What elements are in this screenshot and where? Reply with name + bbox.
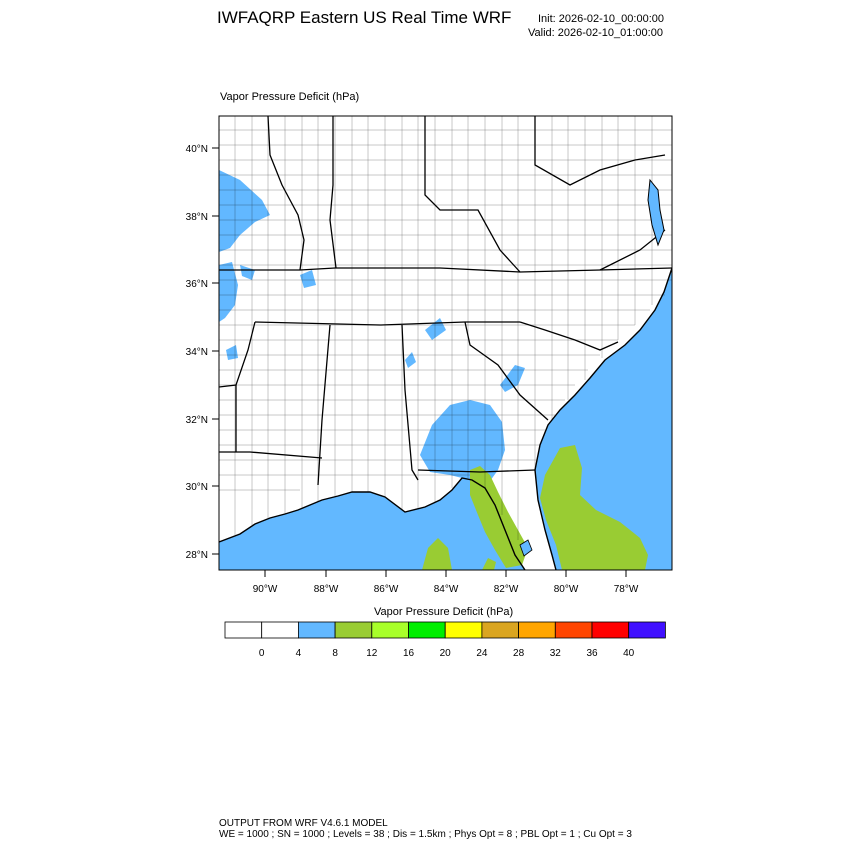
lon-label-80w: 80°W bbox=[554, 584, 579, 595]
lat-label-36n: 36°N bbox=[186, 279, 208, 290]
colorbar-swatch bbox=[334, 621, 373, 639]
lat-label-38n: 38°N bbox=[186, 212, 208, 223]
footer-options-line: WE = 1000 ; SN = 1000 ; Levels = 38 ; Di… bbox=[219, 829, 632, 840]
colorbar-level-label: 20 bbox=[440, 648, 452, 659]
colorbar-swatch bbox=[297, 621, 336, 639]
lon-label-90w: 90°W bbox=[253, 584, 278, 595]
land-area bbox=[219, 116, 672, 570]
colorbar-level-label: 40 bbox=[623, 648, 635, 659]
init-time-label: Init: 2026-02-10_00:00:00 bbox=[538, 13, 664, 25]
field-title: Vapor Pressure Deficit (hPa) bbox=[220, 91, 360, 103]
longitude-axis: 90°W 88°W 86°W 84°W 82°W 80°W 78°W bbox=[253, 570, 639, 595]
lon-label-88w: 88°W bbox=[314, 584, 339, 595]
colorbar-swatch bbox=[371, 621, 409, 639]
lat-label-30n: 30°N bbox=[186, 482, 208, 493]
colorbar-level-label: 24 bbox=[476, 648, 488, 659]
colorbar-level-label: 0 bbox=[259, 648, 265, 659]
colorbar-level-label: 12 bbox=[366, 648, 378, 659]
lake-okeechobee bbox=[519, 539, 533, 557]
colorbar-level-label: 32 bbox=[550, 648, 562, 659]
colorbar-swatch bbox=[591, 621, 630, 639]
lon-label-82w: 82°W bbox=[494, 584, 519, 595]
chesapeake-bay bbox=[647, 178, 665, 247]
colorbar-swatch bbox=[628, 621, 666, 639]
lon-label-86w: 86°W bbox=[374, 584, 399, 595]
colorbar-swatch bbox=[408, 621, 446, 639]
colorbar-level-label: 8 bbox=[332, 648, 338, 659]
lat-label-32n: 32°N bbox=[186, 415, 208, 426]
coastline bbox=[219, 267, 672, 570]
colorbar-level-label: 4 bbox=[296, 648, 302, 659]
colorbar-level-label: 36 bbox=[586, 648, 598, 659]
plot-title: IWFAQRP Eastern US Real Time WRF bbox=[217, 8, 512, 27]
lat-label-28n: 28°N bbox=[186, 550, 208, 561]
lon-label-78w: 78°W bbox=[614, 584, 639, 595]
colorbar-level-label: 16 bbox=[403, 648, 415, 659]
colorbar: 0 4 8 12 16 20 24 28 32 36 40 bbox=[224, 621, 666, 659]
colorbar-swatch bbox=[518, 621, 556, 639]
lat-label-40n: 40°N bbox=[186, 144, 208, 155]
lat-label-34n: 34°N bbox=[186, 347, 208, 358]
colorbar-swatch bbox=[481, 621, 519, 639]
colorbar-swatch bbox=[261, 621, 299, 639]
latitude-axis: 40°N 38°N 36°N 34°N 32°N 30°N 28°N bbox=[186, 144, 219, 561]
footer-model-line: OUTPUT FROM WRF V4.6.1 MODEL bbox=[219, 818, 388, 829]
colorbar-swatch bbox=[444, 621, 483, 639]
colorbar-swatch bbox=[224, 621, 263, 639]
colorbar-level-label: 28 bbox=[513, 648, 525, 659]
colorbar-swatch bbox=[554, 621, 593, 639]
lon-label-84w: 84°W bbox=[434, 584, 459, 595]
vpd-mid-patches bbox=[422, 445, 648, 570]
colorbar-title: Vapor Pressure Deficit (hPa) bbox=[374, 606, 514, 618]
state-boundaries bbox=[219, 116, 672, 486]
valid-time-label: Valid: 2026-02-10_01:00:00 bbox=[528, 27, 663, 39]
